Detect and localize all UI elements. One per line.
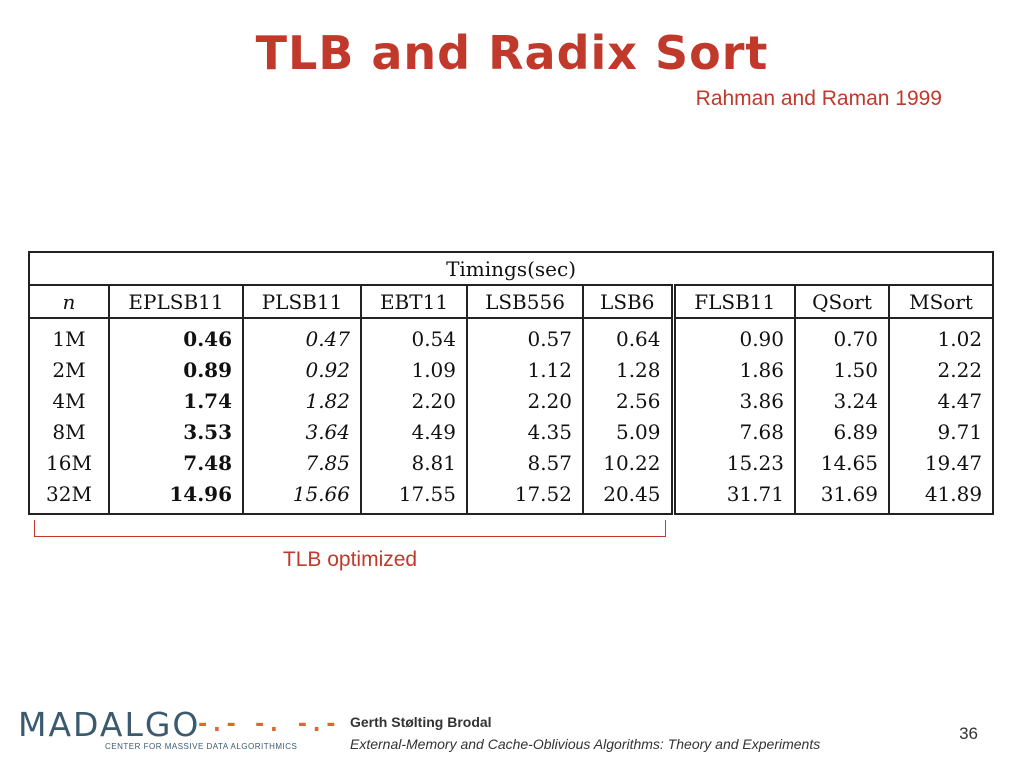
table-cell: 4.35	[466, 416, 584, 447]
logo-subtext: CENTER FOR MASSIVE DATA ALGORITHMICS	[105, 742, 298, 751]
author-name: Gerth Stølting Brodal	[350, 714, 492, 730]
row-label: 1M	[28, 318, 110, 354]
tlb-optimized-bracket	[34, 520, 666, 537]
table-row: 2M 0.89 0.92 1.09 1.12 1.28 1.86 1.50 2.22	[28, 354, 995, 385]
table-cell: 0.70	[794, 318, 890, 354]
madalgo-logo: MADALGO	[18, 705, 201, 744]
table-cell: 1.50	[794, 354, 890, 385]
table-cell: 0.57	[466, 318, 584, 354]
table-cell: 20.45	[582, 478, 674, 514]
column-header: PLSB11	[242, 285, 362, 319]
table-cell: 4.47	[887, 385, 995, 416]
timings-table: Timings(sec) n EPLSB11 PLSB11 EBT11 LSB5…	[27, 251, 995, 515]
column-header: LSB556	[466, 285, 584, 319]
column-header: EPLSB11	[108, 285, 244, 319]
table-cell: 0.90	[670, 318, 796, 354]
table-row: 16M 7.48 7.85 8.81 8.57 10.22 15.23 14.65 19.47	[28, 447, 995, 478]
table-cell: 15.66	[242, 478, 362, 514]
table-cell: 1.74	[108, 385, 244, 416]
table-cell: 7.85	[242, 447, 362, 478]
table-cell: 2.20	[466, 385, 584, 416]
table-cell: 1.02	[887, 318, 995, 354]
table-cell: 4.49	[360, 416, 468, 447]
column-header: EBT11	[360, 285, 468, 319]
table-cell: 6.89	[794, 416, 890, 447]
column-header: QSort	[794, 285, 890, 319]
table-row: 1M 0.46 0.47 0.54 0.57 0.64 0.90 0.70 1.02	[28, 318, 995, 354]
table-cell: 0.64	[582, 318, 674, 354]
table-row: 8M 3.53 3.64 4.49 4.35 5.09 7.68 6.89 9.71	[28, 416, 995, 447]
table-cell: 31.69	[794, 478, 890, 514]
row-label: 8M	[28, 416, 110, 447]
table-cell: 2.20	[360, 385, 468, 416]
table-cell: 7.48	[108, 447, 244, 478]
table-cell: 1.28	[582, 354, 674, 385]
table-cell: 1.09	[360, 354, 468, 385]
citation: Rahman and Raman 1999	[695, 87, 942, 110]
logo-morse-dashes: -.- -. -.-	[196, 712, 339, 737]
table-cell: 14.96	[108, 478, 244, 514]
timings-table-container: Timings(sec) n EPLSB11 PLSB11 EBT11 LSB5…	[27, 251, 995, 515]
table-cell: 8.57	[466, 447, 584, 478]
column-header: FLSB11	[670, 285, 796, 319]
row-label: 16M	[28, 447, 110, 478]
table-cell: 17.52	[466, 478, 584, 514]
table-cell: 41.89	[887, 478, 995, 514]
table-cell: 8.81	[360, 447, 468, 478]
table-cell: 19.47	[887, 447, 995, 478]
table-cell: 17.55	[360, 478, 468, 514]
tlb-optimized-label: TLB optimized	[282, 548, 418, 571]
table-cell: 0.92	[242, 354, 362, 385]
table-cell: 1.82	[242, 385, 362, 416]
row-label: 32M	[28, 478, 110, 514]
table-cell: 7.68	[670, 416, 796, 447]
table-body: 1M 0.46 0.47 0.54 0.57 0.64 0.90 0.70 1.02 2M 0.89…	[28, 318, 995, 514]
table-cell: 0.47	[242, 318, 362, 354]
table-cell: 0.46	[108, 318, 244, 354]
column-header: LSB6	[582, 285, 674, 319]
course-title: External-Memory and Cache-Oblivious Algo…	[350, 736, 821, 752]
table-cell: 1.12	[466, 354, 584, 385]
table-cell: 3.64	[242, 416, 362, 447]
table-cell: 10.22	[582, 447, 674, 478]
table-cell: 3.86	[670, 385, 796, 416]
column-header: MSort	[887, 285, 995, 319]
page-number: 36	[959, 724, 978, 743]
table-cell: 3.53	[108, 416, 244, 447]
row-label: 4M	[28, 385, 110, 416]
table-caption: Timings(sec)	[27, 252, 995, 286]
slide-title: TLB and Radix Sort	[255, 26, 769, 80]
table-cell: 1.86	[670, 354, 796, 385]
table-cell: 31.71	[670, 478, 796, 514]
row-label: 2M	[28, 354, 110, 385]
table-cell: 2.22	[887, 354, 995, 385]
table-cell: 9.71	[887, 416, 995, 447]
table-cell: 0.89	[108, 354, 244, 385]
table-row: 4M 1.74 1.82 2.20 2.20 2.56 3.86 3.24 4.47	[28, 385, 995, 416]
table-cell: 2.56	[582, 385, 674, 416]
table-cell: 3.24	[794, 385, 890, 416]
column-header: n	[28, 285, 110, 319]
table-cell: 15.23	[670, 447, 796, 478]
table-row: 32M 14.96 15.66 17.55 17.52 20.45 31.71 31.69 41…	[28, 478, 995, 514]
table-cell: 14.65	[794, 447, 890, 478]
table-cell: 0.54	[360, 318, 468, 354]
table-cell: 5.09	[582, 416, 674, 447]
